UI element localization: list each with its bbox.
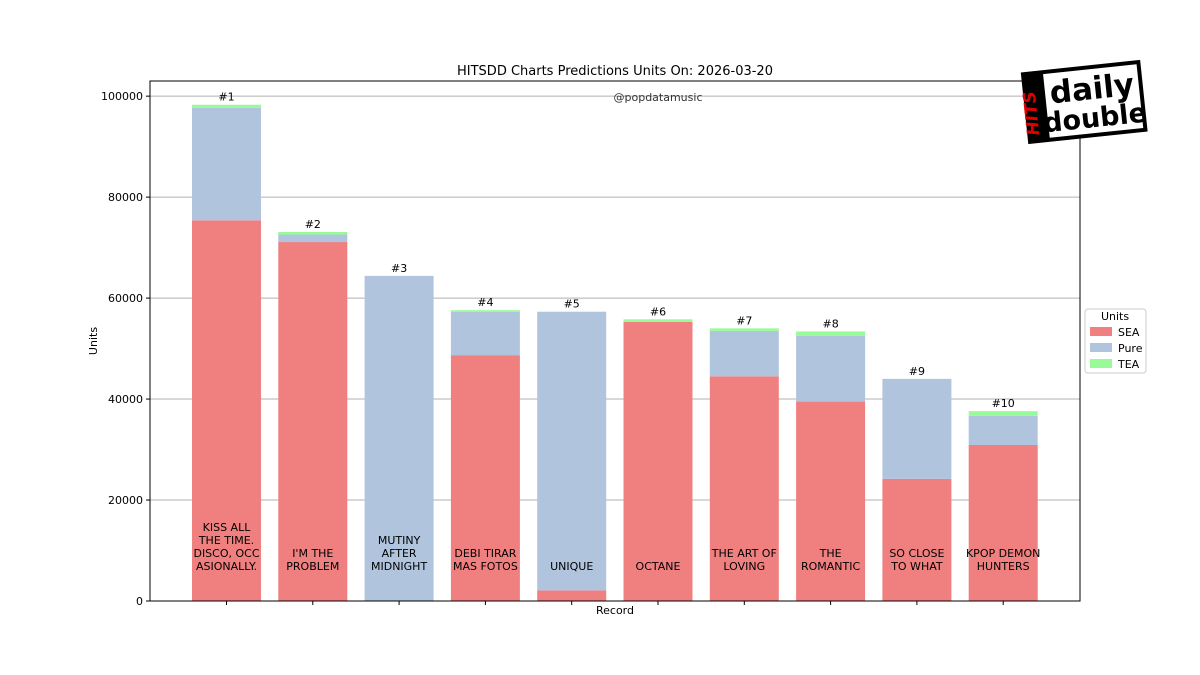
category-label-line: KISS ALL xyxy=(203,521,252,534)
category-label: DEBI TIRAR MAS FOTOS xyxy=(453,547,518,573)
category-label-line: HUNTERS xyxy=(977,560,1030,573)
category-label-line: AFTER xyxy=(382,547,417,560)
rank-label: #1 xyxy=(218,91,234,104)
category-label-line: THE xyxy=(819,547,842,560)
category-label-line: TO WHAT xyxy=(890,560,943,573)
category-label-line: MUTINY xyxy=(378,534,421,547)
category-label-line: LOVING xyxy=(723,560,765,573)
category-label-line: SO CLOSE xyxy=(889,547,944,560)
rank-label: #5 xyxy=(564,298,580,311)
logo-hits-text: HITS xyxy=(1020,90,1044,136)
bar-segment-sea xyxy=(537,590,607,601)
y-axis-title: Units xyxy=(87,327,100,355)
y-tick-label: 40000 xyxy=(108,393,143,406)
category-label: THE ART OF LOVING xyxy=(711,547,777,573)
logo-panel xyxy=(1043,64,1144,138)
bar-segment-sea xyxy=(796,401,866,601)
rank-label: #4 xyxy=(477,296,493,309)
legend-swatch-sea xyxy=(1090,327,1112,336)
watermark: @popdatamusic xyxy=(614,91,703,104)
category-label: THE ROMANTIC xyxy=(801,547,861,573)
bar-segment-pure xyxy=(450,311,520,356)
plot-frame xyxy=(149,80,1081,602)
bar-segment-tea xyxy=(192,104,261,108)
bar-labels: #1 KISS ALL THE TIME. DISCO, OCC ASIONALLY. #… xyxy=(193,91,1040,605)
category-label-line: THE TIME. xyxy=(198,534,254,547)
category-label-line: ROMANTIC xyxy=(801,560,861,573)
bars xyxy=(192,104,1038,602)
y-axis: 0 20000 40000 60000 80000 100000 xyxy=(101,90,150,608)
bar-segment-pure xyxy=(278,234,348,243)
category-label-line: ASIONALLY. xyxy=(196,560,257,573)
category-label-line: KPOP DEMON xyxy=(966,547,1040,560)
chart-title: HITSDD Charts Predictions Units On: 2026… xyxy=(457,64,773,79)
category-label-line: DEBI TIRAR xyxy=(454,547,516,560)
x-axis-title: Record xyxy=(596,604,634,617)
category-label-line: MIDNIGHT xyxy=(371,560,427,573)
bar-segment-tea xyxy=(796,331,866,336)
bar-segment-tea xyxy=(709,328,779,331)
legend-swatch-tea xyxy=(1090,359,1112,368)
bar-segment-sea xyxy=(882,478,952,601)
legend-swatch-pure xyxy=(1090,343,1112,352)
bar-segment-tea xyxy=(450,310,520,312)
bar-segment-tea xyxy=(623,319,693,322)
legend-title: Units xyxy=(1101,310,1129,323)
y-tick-label: 80000 xyxy=(108,191,143,204)
legend-label-sea: SEA xyxy=(1118,326,1140,339)
rank-label: #10 xyxy=(992,397,1015,410)
category-label-line: UNIQUE xyxy=(550,560,593,573)
y-tick-label: 20000 xyxy=(108,494,143,507)
category-label-line: OCTANE xyxy=(636,560,681,573)
bar-segment-pure xyxy=(796,335,866,402)
bar-segment-tea xyxy=(278,231,348,235)
category-label: I'M THE PROBLEM xyxy=(286,547,339,573)
bar-segment-sea xyxy=(968,445,1038,601)
rank-label: #2 xyxy=(305,218,321,231)
legend-box xyxy=(1084,308,1147,374)
bar-segment-sea xyxy=(192,220,261,601)
bar-segment-pure xyxy=(968,415,1038,445)
category-label: UNIQUE xyxy=(550,560,593,573)
rank-label: #3 xyxy=(391,262,407,275)
bar-segment-pure xyxy=(882,378,952,479)
rank-label: #8 xyxy=(822,317,838,330)
bar-segment-pure xyxy=(537,311,607,591)
logo-daily-text: daily xyxy=(1048,67,1136,112)
category-label: KISS ALL THE TIME. DISCO, OCC ASIONALLY. xyxy=(193,521,259,573)
y-tick-label: 100000 xyxy=(101,90,143,103)
bar-segment-pure xyxy=(192,107,261,221)
rank-label: #7 xyxy=(736,314,752,327)
bar-segment-pure xyxy=(364,275,434,601)
bar-segment-pure xyxy=(709,330,779,377)
legend: Units SEA Pure TEA xyxy=(1084,308,1147,374)
category-label: MUTINY AFTER MIDNIGHT xyxy=(371,534,427,573)
daily-double-logo: HITS daily double xyxy=(1020,59,1148,144)
category-label: KPOP DEMON HUNTERS xyxy=(966,547,1040,573)
bar-segment-tea xyxy=(968,411,1038,416)
y-tick-label: 0 xyxy=(136,595,143,608)
category-label-line: I'M THE xyxy=(292,547,333,560)
bar-segment-sea xyxy=(450,355,520,601)
category-label-line: DISCO, OCC xyxy=(193,547,259,560)
bar-segment-sea xyxy=(709,376,779,601)
rank-label: #6 xyxy=(650,305,666,318)
category-label: OCTANE xyxy=(636,560,681,573)
category-label-line: MAS FOTOS xyxy=(453,560,518,573)
bar-segment-sea xyxy=(278,242,348,602)
rank-label: #9 xyxy=(909,365,925,378)
category-label-line: THE ART OF xyxy=(711,547,777,560)
y-tick-label: 60000 xyxy=(108,292,143,305)
category-label: SO CLOSE TO WHAT xyxy=(889,547,944,573)
legend-label-tea: TEA xyxy=(1117,358,1140,371)
legend-label-pure: Pure xyxy=(1118,342,1143,355)
category-label-line: PROBLEM xyxy=(286,560,339,573)
bar-segment-sea xyxy=(623,321,693,601)
